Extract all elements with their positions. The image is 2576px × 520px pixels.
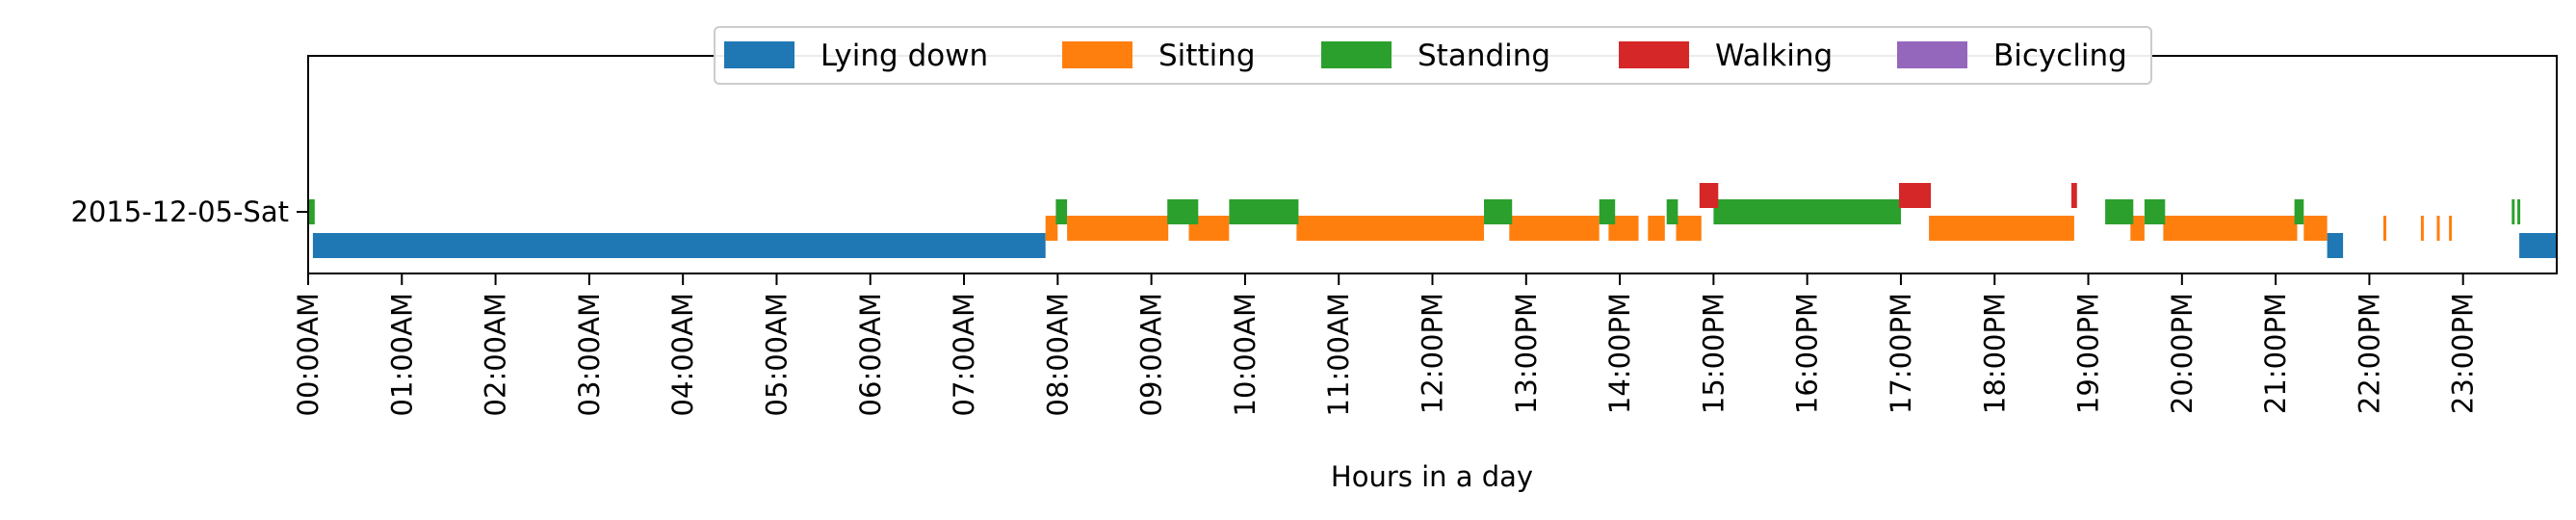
x-tick-label: 19:00PM	[2072, 293, 2105, 414]
x-tick-label: 04:00AM	[666, 293, 699, 416]
sitting-bar	[1509, 216, 1600, 241]
x-tick-label: 05:00AM	[761, 293, 794, 416]
walking-bar	[2071, 183, 2077, 208]
standing-bar	[1713, 199, 1901, 224]
standing-bar	[2517, 199, 2521, 224]
standing-bar	[1055, 199, 1068, 224]
sitting-bar	[2383, 216, 2386, 241]
legend-label-bicycling: Bicycling	[1993, 39, 2127, 73]
standing-bar	[308, 199, 315, 224]
legend-swatch-bicycling	[1897, 41, 1967, 68]
legend-box	[714, 26, 2152, 85]
standing-bar	[1167, 199, 1199, 224]
standing-bar	[1599, 199, 1616, 224]
x-tick-label: 14:00PM	[1603, 293, 1636, 414]
standing-bar	[2294, 199, 2304, 224]
standing-bar	[2511, 199, 2515, 224]
y-tick-label: 2015-12-05-Sat	[70, 195, 289, 228]
legend: Lying down Sitting Standing Walking Bicyclin…	[714, 26, 2152, 85]
x-tick-label: 00:00AM	[292, 293, 325, 416]
legend-swatch-lying-down	[724, 41, 794, 68]
sitting-bar	[2130, 216, 2145, 241]
legend-swatch-walking	[1619, 41, 1689, 68]
legend-swatch-sitting	[1062, 41, 1132, 68]
bars-layer	[308, 183, 2557, 258]
x-tick-label: 02:00AM	[480, 293, 512, 416]
sitting-bar	[2303, 216, 2328, 241]
sitting-bar	[1929, 216, 2074, 241]
standing-bar	[2105, 199, 2134, 224]
standing-bar	[1666, 199, 1678, 224]
x-tick-label: 03:00AM	[573, 293, 606, 416]
sitting-bar	[2163, 216, 2298, 241]
sitting-bar	[1676, 216, 1702, 241]
sitting-bar	[2420, 216, 2424, 241]
legend-label-lying-down: Lying down	[820, 39, 988, 73]
standing-bar	[1484, 199, 1513, 224]
x-tick-label: 10:00AM	[1229, 293, 1262, 416]
x-tick-label: 15:00PM	[1697, 293, 1730, 414]
x-tick-label: 13:00PM	[1510, 293, 1543, 414]
x-tick-label: 16:00PM	[1791, 293, 1824, 414]
x-tick-label: 18:00PM	[1978, 293, 2011, 414]
standing-bar	[2144, 199, 2166, 224]
lying-down-bar	[312, 233, 1046, 258]
sitting-bar	[2436, 216, 2440, 241]
lying-down-bar	[2327, 233, 2344, 258]
x-axis-title: Hours in a day	[1331, 460, 1533, 493]
legend-label-standing: Standing	[1418, 39, 1550, 73]
legend-swatch-standing	[1321, 41, 1392, 68]
sitting-bar	[1296, 216, 1484, 241]
x-tick-label: 17:00PM	[1885, 293, 1917, 414]
sitting-bar	[1067, 216, 1169, 241]
sitting-bar	[1648, 216, 1665, 241]
x-tick-label: 01:00AM	[385, 293, 418, 416]
x-axis: 00:00AM 01:00AM 02:00AM 03:00AM 04:00AM 05:00…	[292, 273, 2480, 416]
y-axis: 2015-12-05-Sat	[70, 195, 308, 228]
x-tick-label: 23:00PM	[2447, 293, 2480, 414]
x-tick-label: 08:00AM	[1041, 293, 1074, 416]
lying-down-bar	[2519, 233, 2557, 258]
x-tick-label: 22:00PM	[2353, 293, 2385, 414]
sitting-bar	[2449, 216, 2453, 241]
x-tick-label: 21:00PM	[2259, 293, 2292, 414]
sitting-bar	[1045, 216, 1058, 241]
standing-bar	[1229, 199, 1299, 224]
x-tick-label: 09:00AM	[1135, 293, 1168, 416]
x-tick-label: 20:00PM	[2166, 293, 2199, 414]
x-tick-label: 11:00AM	[1322, 293, 1355, 416]
walking-bar	[1899, 183, 1932, 208]
x-tick-label: 07:00AM	[948, 293, 980, 416]
legend-label-sitting: Sitting	[1158, 39, 1256, 73]
legend-label-walking: Walking	[1715, 39, 1833, 73]
x-tick-label: 06:00AM	[854, 293, 887, 416]
walking-bar	[1699, 183, 1719, 208]
x-tick-label: 12:00PM	[1417, 293, 1449, 414]
